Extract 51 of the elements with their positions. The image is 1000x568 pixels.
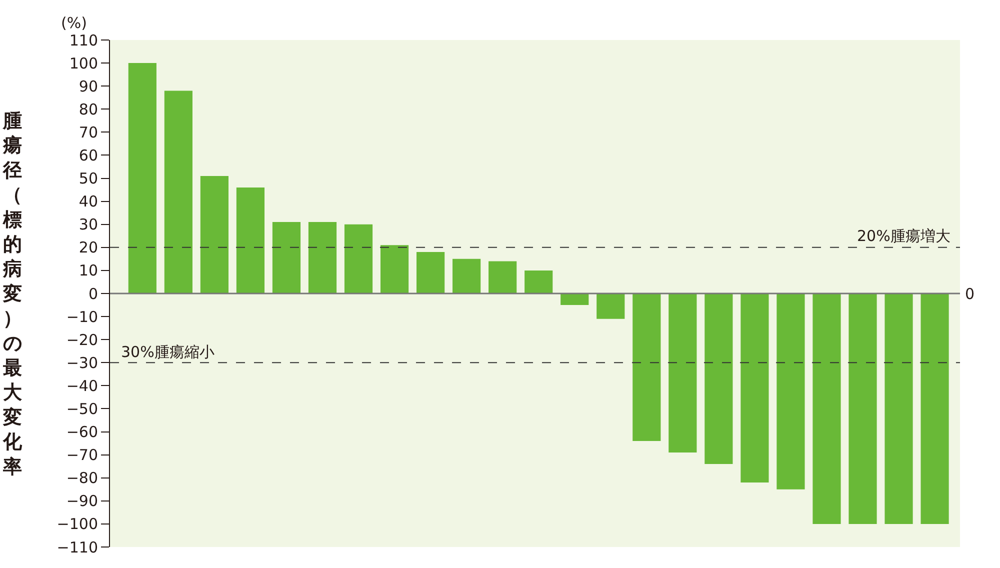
y-tick-label: −50 [66,400,98,418]
y-tick-label: 70 [78,123,98,142]
y-tick-label: 90 [78,77,98,96]
ref-line-label: 30%腫瘍縮小 [121,343,214,361]
bar [236,187,265,294]
y-tick-label: −70 [66,446,98,464]
y-tick-label: −90 [66,492,98,510]
y-tick-label: −110 [56,538,98,556]
y-tick-label: 30 [78,216,98,234]
bar [344,224,373,294]
y-tick-label: −40 [66,376,98,395]
y-tick-label: −80 [66,469,98,488]
bar [452,258,481,294]
bar [272,222,301,294]
bar [920,294,949,524]
y-tick-label: 60 [78,146,98,164]
bar [560,294,589,306]
y-tick-label: 10 [78,262,98,280]
bar [812,294,841,524]
bar [704,294,733,464]
text: 腫瘍径（標的病変）の最大変化率 [3,110,22,478]
text: (%) [61,14,87,32]
y-tick-label: −30 [66,354,98,372]
y-tick-label: 50 [78,170,98,188]
bar [668,294,697,453]
bar [524,270,553,294]
y-tick-label: 110 [69,31,98,50]
y-tick-label: 20 [78,238,98,257]
bar [200,176,228,294]
bar [488,261,517,294]
bar [848,294,877,524]
y-tick-label: −60 [66,423,98,442]
bar [632,294,661,441]
bar [884,294,913,524]
y-tick-label: −100 [56,515,98,534]
bar [380,245,409,294]
y-tick-label: 40 [78,192,98,211]
y-tick-label: −10 [66,308,98,326]
text: 0 [965,285,975,303]
bar [596,294,625,319]
ref-line-label: 20%腫瘍増大 [857,227,950,245]
y-tick-label: 0 [88,284,98,303]
y-tick-label: 80 [78,100,98,118]
y-tick-label: −20 [66,330,98,349]
bar [308,222,337,294]
bar [164,90,192,294]
y-tick-label: 100 [69,54,98,72]
bar [416,252,445,294]
bar [740,294,769,482]
bar [776,294,805,490]
bar [128,63,156,294]
